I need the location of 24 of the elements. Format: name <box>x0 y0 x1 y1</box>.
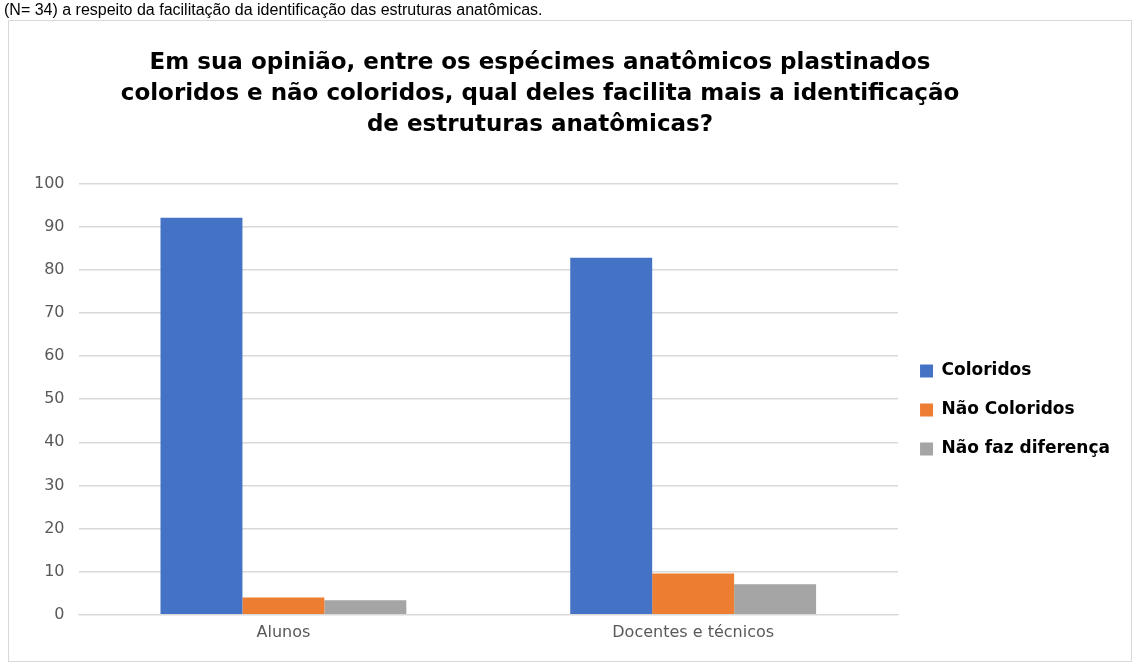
y-tick-label: 30 <box>44 474 65 494</box>
y-tick-label: 80 <box>44 259 65 278</box>
text: (N= 34) a respeito da facilitação da identificação das estruturas anatômicas. <box>4 0 543 19</box>
legend-label: Não faz diferença <box>941 437 1110 458</box>
y-tick-label: 60 <box>44 345 65 365</box>
bar <box>324 600 407 615</box>
legend-label: Não Coloridos <box>941 398 1075 419</box>
y-tick-label: 70 <box>44 302 65 322</box>
y-tick-label: 40 <box>44 431 65 451</box>
y-tick-label: 100 <box>33 172 65 192</box>
y-tick-label: 0 <box>54 603 65 623</box>
legend-label: Coloridos <box>941 359 1032 380</box>
y-tick-label: 90 <box>44 215 65 235</box>
y-tick-label: 10 <box>44 560 65 580</box>
bar <box>242 597 325 615</box>
y-tick-label: 50 <box>44 388 65 408</box>
x-tick-label: Alunos <box>256 621 311 641</box>
x-tick-label: Docentes e técnicos <box>612 621 775 641</box>
bar <box>734 584 817 615</box>
bar <box>652 573 735 615</box>
bar <box>160 217 243 615</box>
y-tick-label: 20 <box>44 517 65 537</box>
chart-title: Em sua opinião, entre os espécimes anatômicos plastinados coloridos e não coloridos, qual deles facilita mais a identificação de estruturas anatômicas? <box>120 47 960 138</box>
bar <box>570 257 653 615</box>
